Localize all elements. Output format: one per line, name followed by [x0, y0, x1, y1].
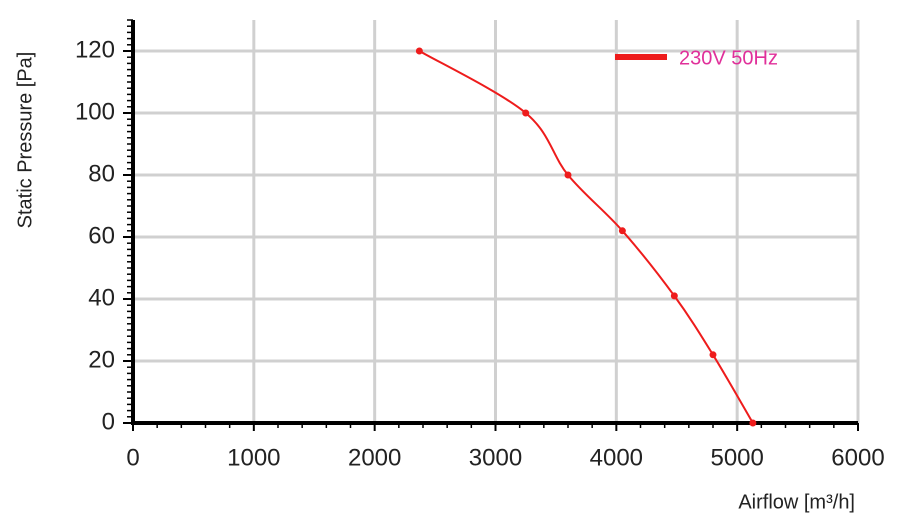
x-tick-label: 2000 [348, 444, 401, 471]
y-tick-label: 20 [88, 346, 115, 373]
x-tick-label: 0 [126, 444, 139, 471]
legend-label: 230V 50Hz [679, 47, 778, 69]
x-axis-label: Airflow [m³/h] [738, 491, 855, 513]
point [749, 419, 757, 427]
y-tick-label: 0 [102, 408, 115, 435]
y-tick-label: 40 [88, 284, 115, 311]
y-tick-label: 120 [75, 36, 115, 63]
point [618, 227, 626, 235]
x-tick-label: 6000 [831, 444, 884, 471]
y-tick-label: 60 [88, 222, 115, 249]
x-tick-label: 3000 [469, 444, 522, 471]
y-tick-label: 80 [88, 160, 115, 187]
y-tick-label: 100 [75, 98, 115, 125]
point [709, 351, 717, 359]
x-tick-label: 4000 [590, 444, 643, 471]
point [670, 292, 678, 300]
point [564, 171, 572, 179]
x-tick-label: 1000 [227, 444, 280, 471]
point [415, 47, 423, 55]
point [522, 109, 530, 117]
y-axis-label: Static Pressure [Pa] [14, 52, 36, 229]
x-tick-label: 5000 [710, 444, 763, 471]
